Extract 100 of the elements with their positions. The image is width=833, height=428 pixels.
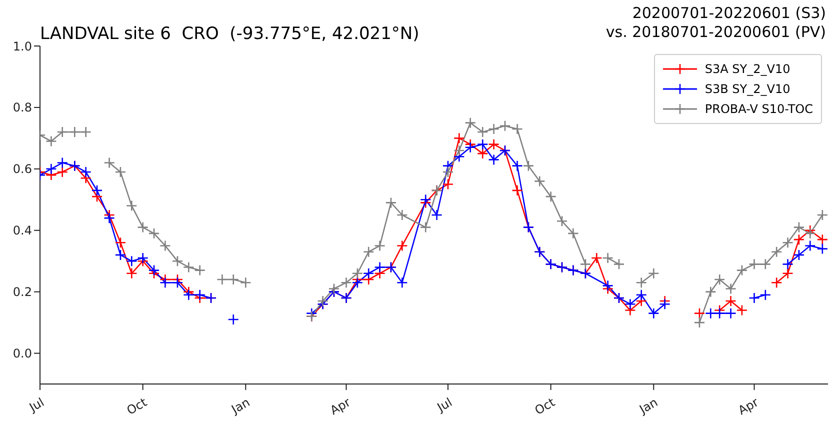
- point: [194, 264, 206, 276]
- chart-title: LANDVAL site 6 CRO (-93.775°E, 42.021°N): [40, 24, 420, 44]
- point: [442, 166, 454, 178]
- point: [816, 243, 828, 254]
- point: [522, 160, 534, 172]
- legend-label: S3A SY_2_V10: [704, 62, 790, 76]
- point: [714, 274, 726, 286]
- point: [172, 255, 184, 267]
- point: [512, 160, 523, 172]
- point: [816, 234, 828, 246]
- point: [488, 123, 500, 135]
- point: [183, 289, 194, 301]
- x-tick-label: Jul: [26, 395, 46, 415]
- point: [476, 138, 488, 150]
- x-tick-label: Oct: [124, 394, 150, 418]
- point: [748, 258, 760, 270]
- point: [793, 234, 805, 246]
- point: [183, 262, 194, 273]
- point: [362, 268, 374, 280]
- point: [793, 249, 805, 261]
- point: [770, 246, 782, 258]
- point: [636, 276, 647, 288]
- point: [194, 289, 206, 301]
- point: [104, 157, 115, 168]
- point: [793, 222, 805, 233]
- legend-label: S3B SY_2_V10: [704, 82, 790, 96]
- point: [374, 240, 386, 252]
- point: [114, 249, 126, 261]
- point: [340, 276, 352, 288]
- point: [580, 258, 592, 270]
- y-tick-label: 0.0: [12, 346, 32, 361]
- y-tick-label: 0.2: [12, 285, 32, 300]
- point: [804, 240, 816, 252]
- x-tick-label: Apr: [328, 395, 353, 418]
- x-tick-label: Apr: [736, 395, 761, 418]
- point: [385, 197, 397, 208]
- point: [228, 274, 240, 286]
- point: [770, 276, 782, 288]
- point: [396, 276, 408, 288]
- point: [760, 258, 772, 270]
- point: [396, 240, 408, 252]
- point: [56, 126, 68, 138]
- point: [648, 308, 660, 319]
- point: [91, 184, 103, 196]
- point: [602, 252, 614, 264]
- point: [56, 166, 68, 178]
- point: [725, 295, 736, 307]
- point: [736, 304, 748, 316]
- point: [534, 176, 546, 187]
- y-tick-label: 0.6: [12, 162, 32, 176]
- point: [216, 274, 228, 286]
- point: [420, 222, 432, 233]
- point: [126, 255, 138, 267]
- x-tick-label: Jan: [636, 395, 660, 418]
- point: [590, 252, 602, 264]
- point: [714, 308, 726, 319]
- point: [442, 178, 454, 190]
- point: [374, 262, 386, 273]
- point: [431, 209, 442, 221]
- point: [126, 268, 138, 280]
- point: [114, 166, 126, 178]
- point: [804, 228, 816, 240]
- point: [56, 157, 68, 168]
- x-tick-label: Jan: [228, 395, 252, 418]
- point: [454, 132, 465, 144]
- point: [148, 228, 160, 240]
- point: [602, 280, 614, 292]
- point: [80, 126, 92, 138]
- point: [613, 258, 625, 270]
- point: [488, 154, 500, 166]
- point: [454, 144, 465, 156]
- point: [499, 120, 511, 132]
- y-tick-label: 0.8: [12, 100, 32, 115]
- point: [114, 237, 126, 248]
- point: [512, 184, 523, 196]
- point: [328, 283, 340, 294]
- point: [648, 268, 660, 280]
- point: [80, 166, 92, 178]
- point: [512, 123, 523, 135]
- point: [782, 237, 794, 248]
- point: [694, 316, 706, 328]
- y-tick-label: 0.4: [12, 224, 32, 238]
- y-tick-label: 1.0: [12, 39, 32, 54]
- point: [782, 258, 794, 270]
- point: [694, 308, 706, 319]
- point: [69, 126, 80, 138]
- point: [704, 308, 716, 319]
- point: [545, 190, 556, 202]
- point: [464, 142, 476, 154]
- point: [624, 298, 636, 310]
- point: [760, 289, 772, 301]
- point: [352, 268, 364, 280]
- point: [568, 228, 579, 240]
- point: [104, 212, 115, 224]
- point: [488, 138, 500, 150]
- point: [172, 276, 184, 288]
- point: [748, 292, 760, 304]
- point: [126, 200, 138, 212]
- point: [228, 314, 240, 326]
- point: [725, 308, 736, 319]
